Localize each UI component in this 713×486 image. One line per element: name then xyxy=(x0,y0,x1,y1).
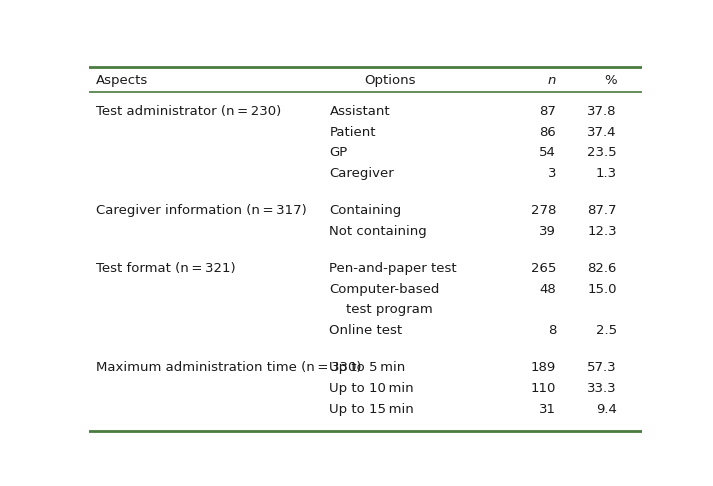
Text: Test administrator (n = 230): Test administrator (n = 230) xyxy=(96,105,281,118)
Text: 15.0: 15.0 xyxy=(588,283,617,296)
Text: 37.4: 37.4 xyxy=(588,126,617,139)
Text: 82.6: 82.6 xyxy=(588,262,617,275)
Text: 110: 110 xyxy=(530,382,556,395)
Text: Online test: Online test xyxy=(329,324,403,337)
Text: Not containing: Not containing xyxy=(329,225,427,238)
Text: Options: Options xyxy=(364,73,416,87)
Text: 33.3: 33.3 xyxy=(588,382,617,395)
Text: Patient: Patient xyxy=(329,126,376,139)
Text: 87.7: 87.7 xyxy=(588,204,617,217)
Text: 265: 265 xyxy=(530,262,556,275)
Text: Up to 10 min: Up to 10 min xyxy=(329,382,414,395)
Text: 37.8: 37.8 xyxy=(588,105,617,118)
Text: Up to 5 min: Up to 5 min xyxy=(329,362,406,374)
Text: 1.3: 1.3 xyxy=(595,167,617,180)
Text: Assistant: Assistant xyxy=(329,105,390,118)
Text: 278: 278 xyxy=(530,204,556,217)
Text: 48: 48 xyxy=(539,283,556,296)
Text: 86: 86 xyxy=(539,126,556,139)
Text: 8: 8 xyxy=(548,324,556,337)
Text: Caregiver information (n = 317): Caregiver information (n = 317) xyxy=(96,204,307,217)
Text: 31: 31 xyxy=(539,402,556,416)
Text: 2.5: 2.5 xyxy=(595,324,617,337)
Text: test program: test program xyxy=(329,303,434,316)
Text: Up to 15 min: Up to 15 min xyxy=(329,402,414,416)
Text: GP: GP xyxy=(329,146,348,159)
Text: 54: 54 xyxy=(539,146,556,159)
Text: Caregiver: Caregiver xyxy=(329,167,394,180)
Text: 57.3: 57.3 xyxy=(588,362,617,374)
Text: Containing: Containing xyxy=(329,204,401,217)
Text: Pen-and-paper test: Pen-and-paper test xyxy=(329,262,457,275)
Text: 3: 3 xyxy=(548,167,556,180)
Text: 9.4: 9.4 xyxy=(596,402,617,416)
Text: Test format (n = 321): Test format (n = 321) xyxy=(96,262,235,275)
Text: Aspects: Aspects xyxy=(96,73,148,87)
Text: %: % xyxy=(604,73,617,87)
Text: Computer-based: Computer-based xyxy=(329,283,440,296)
Text: Maximum administration time (n = 330): Maximum administration time (n = 330) xyxy=(96,362,361,374)
Text: 189: 189 xyxy=(530,362,556,374)
Text: 87: 87 xyxy=(539,105,556,118)
Text: n: n xyxy=(548,73,556,87)
Text: 12.3: 12.3 xyxy=(588,225,617,238)
Text: 39: 39 xyxy=(539,225,556,238)
Text: 23.5: 23.5 xyxy=(588,146,617,159)
